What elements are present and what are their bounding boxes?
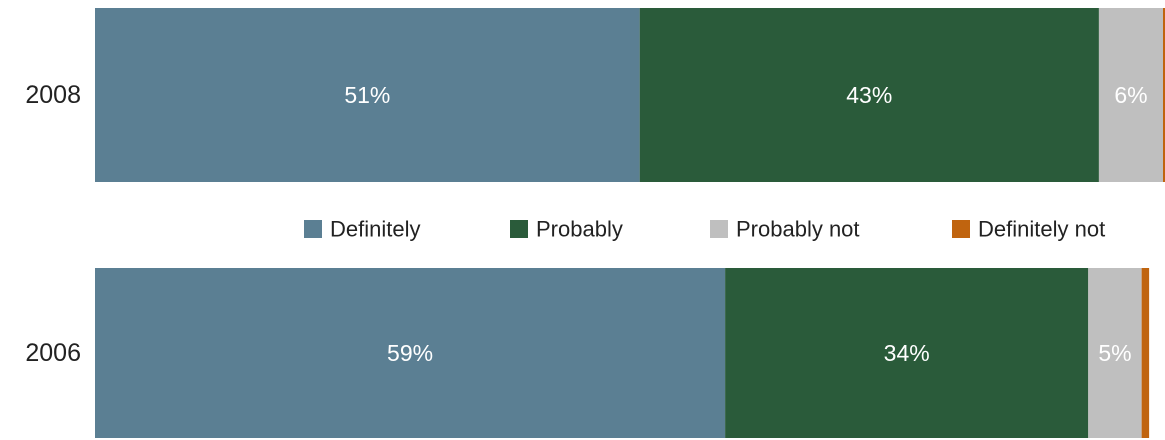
data-label-probably-not-2006: 5% [1098,340,1131,366]
bar-definitely-not-2008 [1163,8,1165,182]
data-label-probably-2006: 34% [884,340,930,366]
bar-definitely-not-2006 [1141,268,1150,438]
bar-probably-not-2008 [1098,8,1163,182]
data-label-probably-not-2008: 6% [1114,82,1147,108]
bar-probably-not-2006 [1088,268,1142,438]
bar-definitely-2008 [95,8,640,182]
bar-probably-2006 [725,268,1089,438]
legend-swatch-probably-not [710,220,728,238]
legend-label-definitely-not: Definitely not [978,217,1105,242]
bar-probably-2008 [639,8,1099,182]
data-label-definitely-2008: 51% [344,82,390,108]
category-label-2006: 2006 [25,339,81,367]
legend-swatch-probably [510,220,528,238]
legend-label-definitely: Definitely [330,217,420,242]
legend-label-probably: Probably [536,217,623,242]
bar-definitely-2006 [95,268,726,438]
legend-swatch-definitely [304,220,322,238]
data-label-probably-2008: 43% [846,82,892,108]
legend-label-probably-not: Probably not [736,217,860,242]
data-label-definitely-2006: 59% [387,340,433,366]
category-label-2008: 2008 [25,81,81,109]
legend-swatch-definitely-not [952,220,970,238]
